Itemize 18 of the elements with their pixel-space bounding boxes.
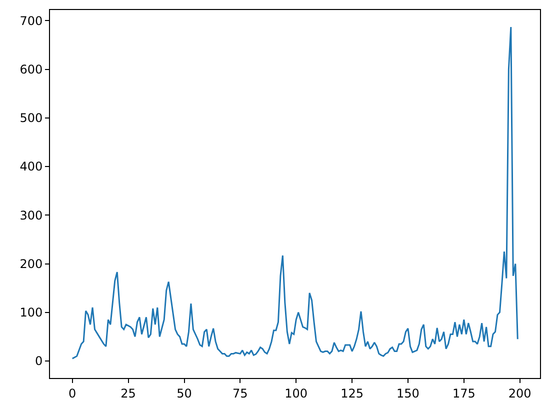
y-tick-label: 200	[20, 256, 43, 271]
x-tick-label: 75	[232, 386, 248, 400]
x-tick-label: 175	[452, 386, 476, 400]
y-tick-label: 500	[20, 111, 43, 126]
y-tick-label: 0	[34, 354, 43, 368]
x-tick-label: 100	[284, 386, 308, 400]
x-tick-label: 25	[120, 386, 136, 400]
x-tick-label: 125	[340, 386, 364, 400]
y-tick-label: 100	[20, 306, 43, 320]
line-series	[72, 26, 518, 360]
y-tick-label: 700	[20, 14, 43, 28]
x-tick-label: 200	[508, 386, 532, 400]
x-tick-label: 0	[68, 386, 76, 400]
x-tick-label: 50	[176, 386, 192, 400]
y-tick-label: 600	[20, 62, 43, 77]
x-tick-label: 150	[396, 386, 420, 400]
y-tick-label: 300	[20, 208, 43, 222]
y-tick-label: 400	[20, 160, 43, 174]
